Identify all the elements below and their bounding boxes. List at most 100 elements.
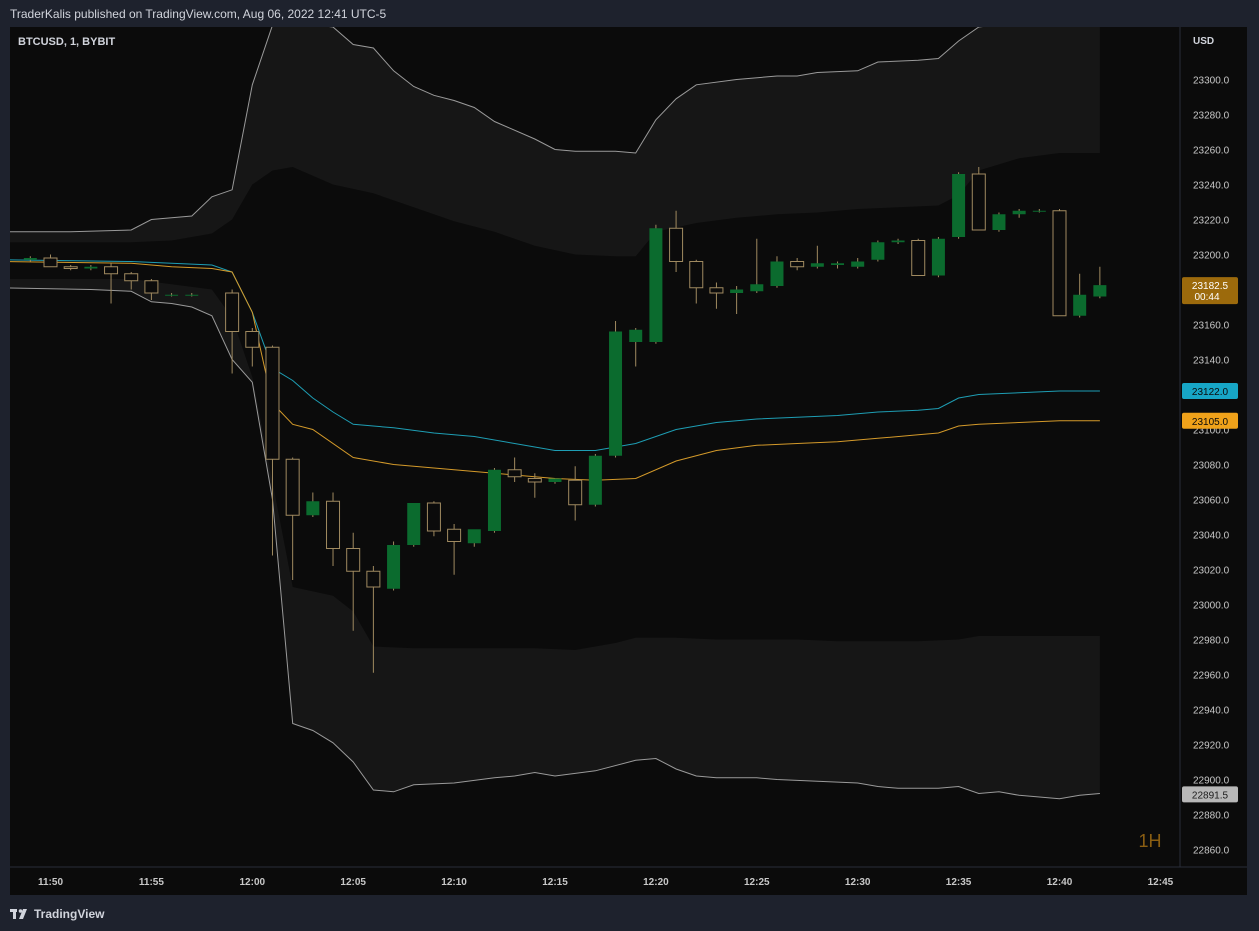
candle-body-22	[487, 469, 501, 531]
candle-body-32	[689, 261, 704, 289]
y-tick-label-13: 23020.0	[1193, 566, 1230, 577]
y-tick-label-17: 22940.0	[1193, 706, 1230, 717]
y-tick-label-15: 22980.0	[1193, 636, 1230, 647]
timeframe-watermark: 1H	[1138, 831, 1161, 851]
candle-body-50	[1052, 210, 1067, 317]
y-tick-label-7: 23160.0	[1193, 321, 1230, 332]
price-label-0: 23182.5	[1192, 281, 1229, 292]
y-tick-label-19: 22900.0	[1193, 776, 1230, 787]
candle-body-26	[568, 479, 583, 506]
candle-body-43	[911, 240, 926, 276]
tradingview-logo[interactable]: TradingView	[10, 906, 104, 922]
candle-body-24	[527, 478, 542, 483]
price-label-sub-0: 00:44	[1194, 292, 1219, 303]
candle-body-5	[124, 273, 139, 282]
candle-body-38	[810, 263, 824, 267]
candle-body-47	[992, 214, 1006, 230]
y-tick-label-10: 23080.0	[1193, 461, 1230, 472]
candle-body-12	[285, 458, 300, 516]
x-tick-label-8: 12:30	[845, 877, 871, 888]
candle-body-52	[1093, 285, 1107, 297]
published-text: TraderKalis published on TradingView.com…	[10, 7, 387, 21]
candle-body-30	[649, 228, 663, 342]
x-tick-label-11: 12:45	[1148, 877, 1174, 888]
x-tick-label-0: 11:50	[38, 877, 63, 888]
price-label-1: 23122.0	[1192, 387, 1229, 398]
candle-body-6	[144, 280, 159, 294]
candle-body-33	[709, 287, 724, 294]
x-tick-label-10: 12:40	[1047, 877, 1073, 888]
y-tick-label-11: 23060.0	[1193, 496, 1230, 507]
price-label-2: 23105.0	[1192, 417, 1229, 428]
candle-body-25	[548, 478, 562, 482]
series-line-2	[10, 27, 983, 233]
price-labels: 23182.500:44 23122.0 23105.0 22891.5	[1182, 277, 1238, 803]
candle-body-27	[588, 455, 602, 505]
y-tick-label-18: 22920.0	[1193, 741, 1230, 752]
chart-frame[interactable]: BTCUSD, 1, BYBIT 1H USD 23300.0 23280.0 23…	[10, 27, 1247, 895]
candle-body-8	[185, 294, 199, 296]
upper-band-fill	[10, 27, 1100, 257]
price-label-bg-2	[1182, 412, 1238, 429]
x-tick-label-6: 12:20	[643, 877, 669, 888]
candle-body-2	[63, 266, 78, 269]
candle-body-40	[851, 261, 865, 267]
candlestick-chart[interactable]: BTCUSD, 1, BYBIT 1H USD 23300.023280.023…	[10, 27, 1247, 895]
y-tick-label-2: 23260.0	[1193, 146, 1230, 157]
x-tick-label-9: 12:35	[946, 877, 972, 888]
x-tick-label-1: 11:55	[139, 877, 164, 888]
candle-body-21	[467, 529, 481, 544]
candle-body-28	[609, 331, 623, 456]
candle-body-3	[84, 266, 98, 269]
candle-body-16	[366, 570, 381, 588]
candle-body-19	[426, 502, 441, 532]
top-bar: TraderKalis published on TradingView.com…	[0, 0, 1259, 27]
candle-body-39	[831, 263, 845, 265]
candle-body-51	[1073, 294, 1087, 316]
candle-body-17	[387, 545, 401, 589]
x-tick-label-4: 12:10	[441, 877, 467, 888]
candle-body-48	[1012, 210, 1026, 215]
candle-body-31	[669, 227, 684, 262]
x-tick-label-3: 12:05	[340, 877, 366, 888]
candle-body-4	[104, 266, 119, 275]
y-tick-label-14: 23000.0	[1193, 601, 1230, 612]
series-line-3	[10, 287, 1100, 800]
symbol-label: BTCUSD, 1, BYBIT	[18, 36, 115, 48]
lower-band-fill	[10, 279, 1100, 799]
candle-body-34	[730, 289, 744, 293]
y-tick-label-5: 23200.0	[1193, 251, 1230, 262]
y-tick-label-9: 23100.0	[1193, 426, 1230, 437]
candle-body-11	[265, 346, 280, 460]
candle-body-42	[891, 240, 905, 243]
candle-body-49	[1032, 210, 1046, 212]
y-tick-label-0: 23300.0	[1193, 76, 1230, 87]
indicator-lines	[10, 27, 1100, 800]
y-tick-label-1: 23280.0	[1193, 111, 1230, 122]
candle-body-20	[447, 528, 462, 542]
candle-body-37	[790, 261, 805, 268]
y-tick-label-3: 23240.0	[1193, 181, 1230, 192]
y-tick-label-20: 22880.0	[1193, 811, 1230, 822]
price-axis[interactable]: 23300.0 23280.0 23260.0 23240.0 23220.0 23200…	[1193, 76, 1230, 857]
candle-body-45	[952, 174, 966, 237]
candle-body-35	[750, 284, 764, 292]
candle-body-15	[346, 548, 361, 572]
price-label-bg-0	[1182, 277, 1238, 305]
time-axis[interactable]: 11:50 11:55 12:00 12:05 12:10 12:15 12:20 12:25…	[38, 877, 1174, 888]
candle-body-9	[225, 292, 240, 332]
y-tick-label-21: 22860.0	[1193, 846, 1230, 857]
candle-body-41	[871, 242, 885, 260]
price-label-3: 22891.5	[1192, 790, 1229, 801]
y-tick-label-4: 23220.0	[1193, 216, 1230, 227]
candle-body-13	[306, 501, 320, 516]
candle-body-1	[43, 257, 58, 268]
tradingview-logo-icon	[10, 909, 27, 919]
y-tick-label-12: 23040.0	[1193, 531, 1230, 542]
x-tick-label-7: 12:25	[744, 877, 770, 888]
y-tick-label-8: 23140.0	[1193, 356, 1230, 367]
candle-body-44	[931, 238, 945, 276]
candle-body-36	[770, 261, 784, 286]
candles	[23, 167, 1107, 673]
x-tick-label-2: 12:00	[240, 877, 266, 888]
